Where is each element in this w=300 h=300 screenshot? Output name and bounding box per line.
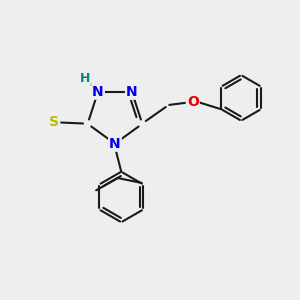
Text: H: H xyxy=(80,72,90,85)
Text: N: N xyxy=(109,137,121,151)
Text: N: N xyxy=(92,85,104,99)
Text: S: S xyxy=(49,115,59,129)
Text: N: N xyxy=(126,85,138,99)
Text: O: O xyxy=(187,95,199,109)
